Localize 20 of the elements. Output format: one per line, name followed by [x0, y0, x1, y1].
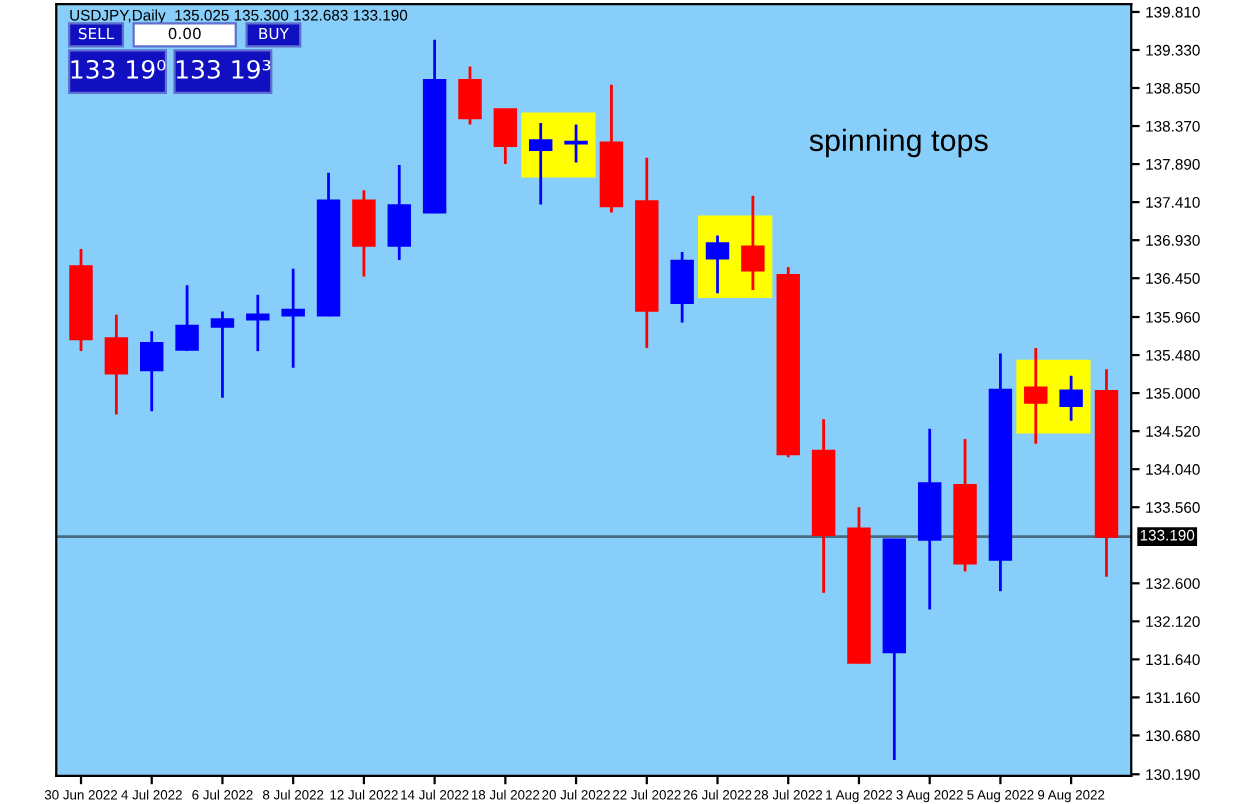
candlestick — [352, 188, 376, 279]
candlestick — [140, 329, 164, 413]
candlestick — [528, 121, 553, 206]
candlestick — [564, 123, 588, 164]
annotation: 133 19³ — [176, 59, 271, 79]
candlestick — [104, 313, 129, 416]
candlestick — [246, 293, 270, 353]
candlestick — [281, 267, 305, 370]
annotation: spinning tops — [809, 128, 988, 158]
candlestick — [1059, 374, 1083, 423]
candlestick — [387, 163, 411, 262]
candlestick — [741, 194, 765, 292]
candlestick — [1024, 346, 1048, 446]
annotation: 133 19⁰ — [71, 59, 166, 79]
candlestick — [210, 310, 235, 400]
candlestick — [458, 65, 482, 126]
candlestick — [670, 250, 694, 324]
candlestick — [493, 108, 518, 166]
candlestick — [175, 283, 199, 353]
candlestick — [705, 234, 730, 295]
